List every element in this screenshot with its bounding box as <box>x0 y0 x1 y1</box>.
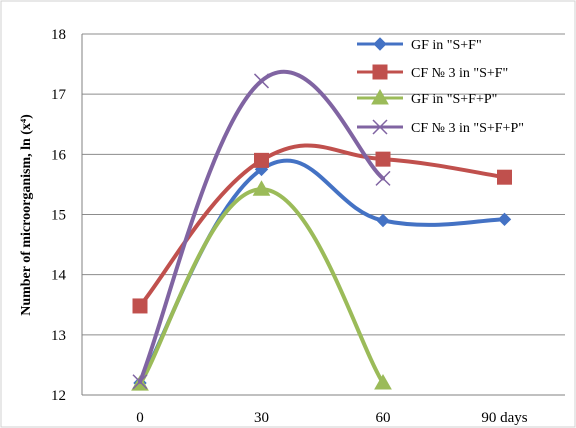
legend-swatch-marker <box>371 88 389 105</box>
y-tick-labels: 12 13 14 15 16 17 18 <box>51 27 67 404</box>
data-point <box>497 169 512 185</box>
y-tick-label: 16 <box>51 147 67 163</box>
data-point <box>252 180 271 196</box>
legend-swatch-marker <box>372 119 388 135</box>
data-point <box>374 373 392 390</box>
legend-item-3: CF № 3 in "S+F+P" <box>357 119 524 136</box>
data-point <box>253 73 270 89</box>
x-tick-labels: 0 30 60 90 days <box>136 410 528 426</box>
data-point <box>375 170 391 186</box>
y-tick-label: 15 <box>51 208 66 224</box>
x-tick-label: 0 <box>136 410 144 426</box>
legend-item-1: CF № 3 in "S+F" <box>357 64 508 81</box>
data-point <box>375 151 391 167</box>
y-tick-label: 12 <box>51 388 66 404</box>
legend-swatch-marker <box>373 37 387 51</box>
data-point <box>254 152 269 168</box>
data-point <box>497 212 512 227</box>
y-tick-label: 17 <box>51 87 67 103</box>
series-3 <box>132 70 391 390</box>
data-point <box>132 374 148 390</box>
legend-swatch-marker <box>372 64 388 80</box>
legend-label: CF № 3 in "S+F" <box>411 66 508 81</box>
legend-item-0: GF in "S+F" <box>357 37 482 53</box>
data-point <box>376 213 390 228</box>
y-tick-label: 18 <box>51 27 66 43</box>
x-tick-label: 90 days <box>481 410 527 426</box>
legend-label: GF in "S+F" <box>411 38 482 53</box>
legend: GF in "S+F" CF № 3 in "S+F" GF in "S+F+P" C… <box>357 37 524 136</box>
x-tick-label: 60 <box>376 410 391 426</box>
y-axis-label: Number of microorganism, ln (x⁴) <box>19 114 34 316</box>
x-tick-label: 30 <box>254 410 269 426</box>
legend-label: CF № 3 in "S+F+P" <box>411 121 524 136</box>
series-group <box>131 70 512 391</box>
legend-label: GF in "S+F+P" <box>411 92 497 107</box>
y-tick-label: 14 <box>51 268 67 284</box>
y-tick-label: 13 <box>51 328 66 344</box>
data-point <box>132 298 148 314</box>
legend-item-2: GF in "S+F+P" <box>357 88 497 107</box>
